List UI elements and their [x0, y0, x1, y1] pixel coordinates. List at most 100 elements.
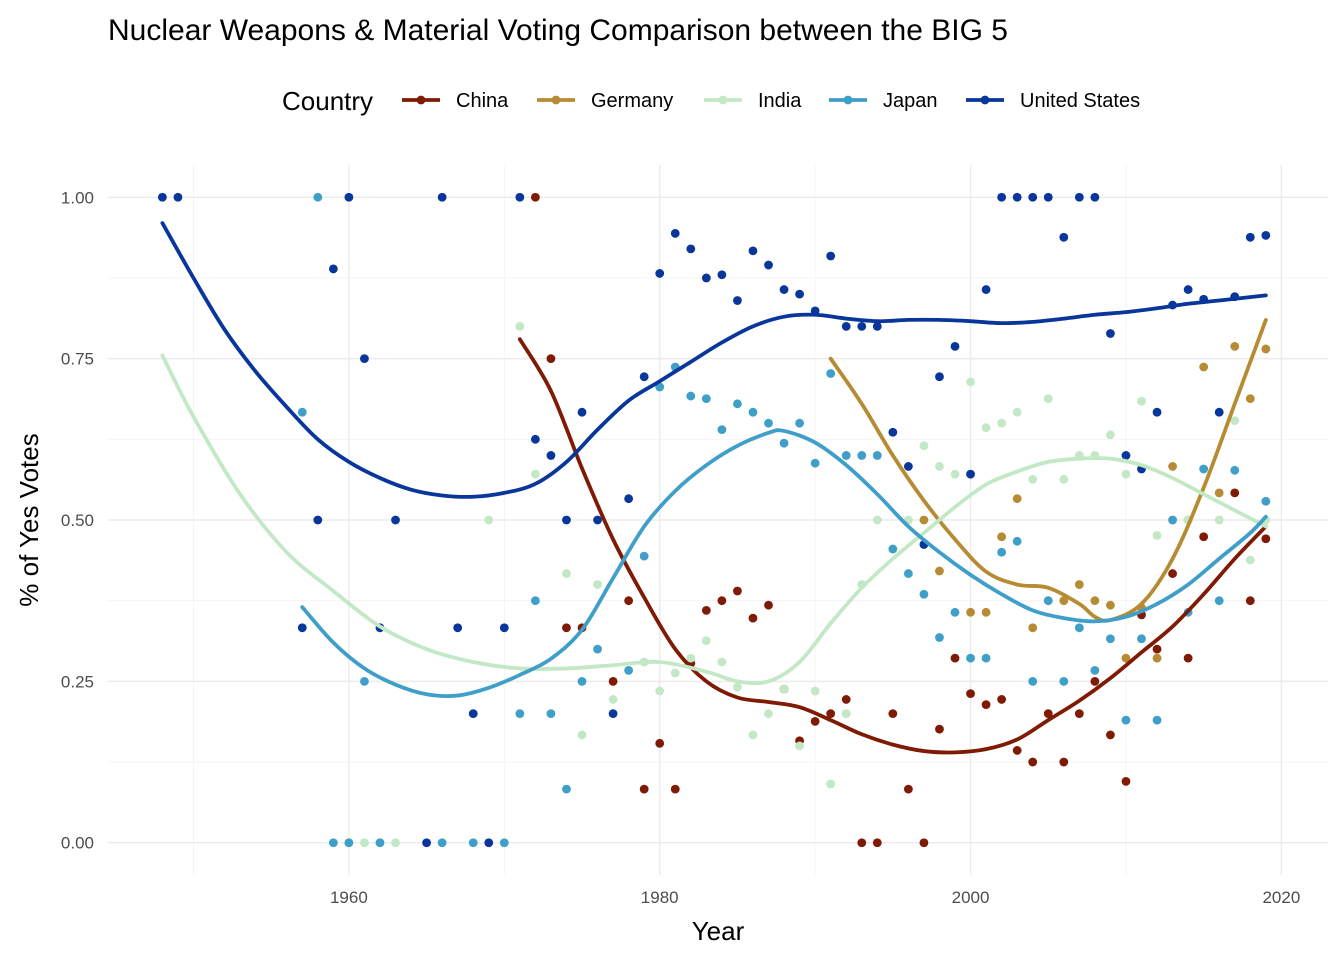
point-china	[733, 586, 742, 596]
point-united-states	[499, 623, 509, 633]
point-japan	[437, 838, 447, 848]
legend: Country China Germany India Japan United Sta…	[282, 86, 1140, 116]
x-tick-label: 1960	[330, 888, 368, 907]
point-india	[593, 580, 602, 589]
point-japan	[360, 676, 369, 686]
point-japan	[468, 838, 478, 848]
point-india	[997, 418, 1007, 428]
point-india	[966, 377, 975, 387]
point-united-states	[1152, 407, 1162, 417]
x-axis: 1960 1980 2000 2020	[330, 888, 1300, 907]
point-india	[1121, 469, 1131, 479]
point-india	[1028, 474, 1038, 484]
x-tick-label: 2000	[952, 888, 990, 907]
y-axis-title: % of Yes Votes	[14, 433, 44, 606]
legend-label-united-states: United States	[1020, 90, 1140, 112]
point-united-states	[173, 192, 183, 202]
point-india	[655, 686, 665, 696]
point-japan	[717, 425, 727, 435]
point-china	[717, 596, 727, 606]
smooth-lines	[160, 221, 1268, 755]
point-united-states	[1214, 407, 1224, 417]
point-germany	[919, 515, 929, 525]
point-germany	[997, 532, 1007, 542]
point-india	[670, 668, 680, 678]
point-germany	[1028, 623, 1038, 633]
point-china	[655, 738, 665, 748]
point-india	[1230, 416, 1240, 425]
point-india	[764, 709, 773, 719]
point-united-states	[717, 270, 727, 280]
point-india	[872, 515, 882, 525]
point-japan	[546, 709, 556, 719]
point-china	[857, 838, 867, 848]
point-japan	[1214, 596, 1224, 606]
x-axis-title: Year	[692, 916, 745, 946]
point-india	[935, 462, 944, 471]
point-united-states	[748, 246, 758, 256]
point-china	[1152, 644, 1162, 654]
point-united-states	[562, 515, 571, 525]
point-united-states	[701, 273, 711, 283]
point-united-states	[903, 462, 913, 471]
point-china	[1074, 709, 1084, 719]
point-united-states	[997, 192, 1007, 202]
point-japan	[1043, 596, 1053, 606]
point-united-states	[624, 494, 634, 504]
point-japan	[997, 547, 1007, 557]
point-india	[981, 423, 991, 433]
point-india	[1137, 396, 1146, 406]
point-india	[1214, 515, 1224, 525]
point-united-states	[1261, 230, 1271, 240]
point-china	[1245, 596, 1255, 606]
point-china	[1121, 777, 1131, 786]
point-united-states	[639, 372, 649, 382]
point-united-states	[670, 229, 680, 238]
point-japan	[919, 589, 929, 599]
point-china	[748, 613, 758, 623]
point-japan	[1028, 676, 1038, 686]
point-japan	[795, 418, 804, 428]
point-germany	[966, 607, 975, 617]
point-india	[701, 636, 711, 646]
point-japan	[313, 192, 323, 202]
legend-key-point-china	[416, 95, 426, 105]
point-united-states	[966, 469, 975, 479]
point-united-states	[546, 451, 556, 460]
point-germany	[1152, 653, 1162, 663]
point-japan	[593, 644, 602, 654]
point-germany	[1074, 580, 1084, 589]
point-japan	[1230, 465, 1240, 475]
point-germany	[1059, 596, 1069, 606]
point-china	[1199, 532, 1209, 542]
point-united-states	[1183, 285, 1193, 294]
point-china	[826, 709, 836, 719]
point-united-states	[608, 709, 618, 719]
smooth-line-china	[517, 337, 1268, 755]
point-china	[639, 784, 649, 794]
legend-key-point-germany	[551, 95, 561, 105]
point-japan	[1121, 715, 1131, 725]
point-india	[950, 469, 960, 479]
legend-key-point-india	[718, 95, 728, 105]
point-united-states	[1090, 192, 1100, 202]
point-japan	[903, 569, 913, 578]
point-united-states	[1106, 329, 1115, 338]
point-united-states	[1074, 192, 1084, 202]
point-united-states	[157, 192, 167, 202]
point-japan	[950, 607, 960, 617]
point-china	[888, 709, 898, 719]
point-japan	[810, 458, 820, 468]
point-united-states	[795, 289, 804, 299]
point-germany	[1230, 341, 1240, 351]
point-germany	[1168, 462, 1177, 471]
point-japan	[1152, 715, 1162, 725]
point-china	[1261, 534, 1271, 544]
point-germany	[981, 607, 991, 617]
point-india	[686, 653, 696, 663]
legend-key-point-japan	[843, 95, 853, 105]
point-japan	[1012, 536, 1022, 546]
point-united-states	[328, 264, 338, 274]
point-united-states	[422, 838, 431, 848]
point-japan	[841, 451, 851, 460]
